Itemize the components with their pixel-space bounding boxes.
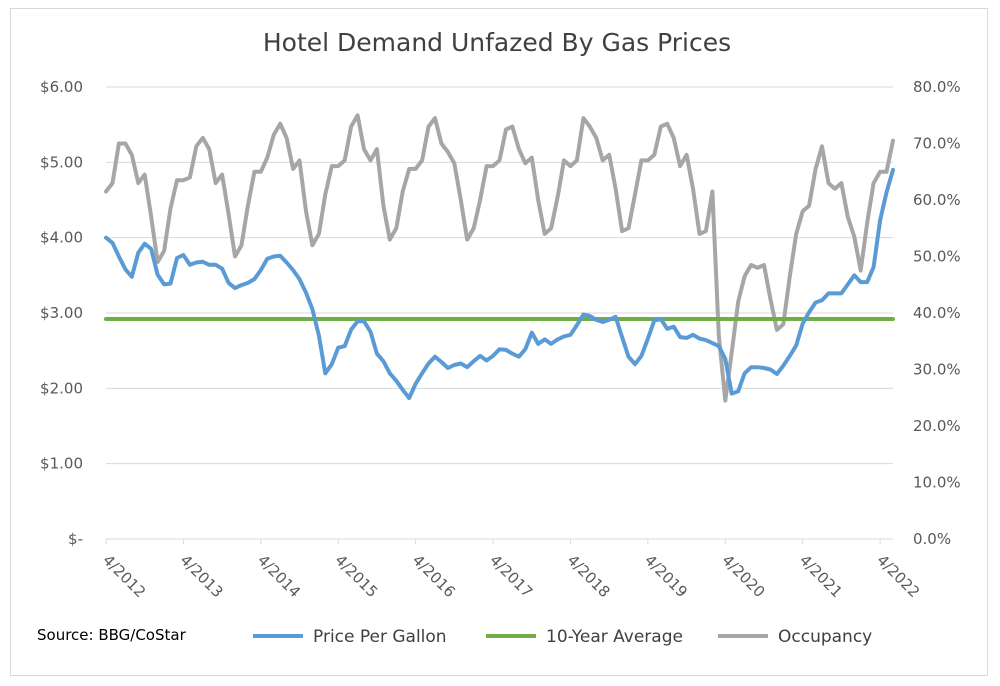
- x-tick-label: 4/2017: [486, 551, 536, 601]
- y-right-tick-label: 30.0%: [913, 361, 961, 379]
- y-right-tick-label: 0.0%: [913, 530, 951, 548]
- y-right-tick-label: 20.0%: [913, 417, 961, 435]
- x-tick-label: 4/2022: [873, 551, 923, 601]
- x-tick-label: 4/2015: [331, 551, 381, 601]
- y-right-tick-label: 60.0%: [913, 191, 961, 209]
- y-right-tick-label: 80.0%: [913, 78, 961, 96]
- y-left-tick-label: $2.00: [40, 379, 83, 397]
- y-left-tick-label: $-: [68, 530, 83, 548]
- x-axis: 4/2012 4/2013 4/2014 4/2015 4/2016 4/2017 4/20…: [99, 538, 923, 601]
- series-line-price-per-gallon: [104, 167, 895, 401]
- series-lines: [104, 113, 895, 403]
- y-right-tick-label: 70.0%: [913, 135, 961, 153]
- x-tick-label: 4/2020: [718, 551, 768, 601]
- y-left-tick-label: $3.00: [40, 304, 83, 322]
- y-left-tick-label: $6.00: [40, 78, 83, 96]
- left-axis-ticks: $- $1.00 $2.00 $3.00 $4.00 $5.00 $6.00: [40, 78, 83, 548]
- x-tick-label: 4/2021: [796, 551, 846, 601]
- chart-frame: [10, 8, 988, 676]
- y-left-tick-label: $4.00: [40, 229, 83, 247]
- legend-label: Price Per Gallon: [313, 627, 447, 647]
- x-tick-label: 4/2013: [177, 551, 227, 601]
- x-tick-label: 4/2012: [99, 551, 149, 601]
- right-axis-ticks: 0.0% 10.0% 20.0% 30.0% 40.0% 50.0% 60.0% 70.0% 8…: [913, 78, 961, 548]
- y-left-tick-label: $1.00: [40, 455, 83, 473]
- x-tick-label: 4/2014: [254, 551, 304, 601]
- y-right-tick-label: 40.0%: [913, 304, 961, 322]
- legend-label: Occupancy: [778, 627, 872, 647]
- chart-title: Hotel Demand Unfazed By Gas Prices: [263, 28, 731, 57]
- series-line-occupancy: [104, 113, 895, 403]
- x-tick-label: 4/2016: [409, 551, 459, 601]
- y-right-tick-label: 10.0%: [913, 474, 961, 492]
- x-tick-label: 4/2018: [564, 551, 614, 601]
- y-left-tick-label: $5.00: [40, 153, 83, 171]
- y-right-tick-label: 50.0%: [913, 248, 961, 266]
- x-tick-label: 4/2019: [641, 551, 691, 601]
- source-note: Source: BBG/CoStar: [37, 626, 187, 644]
- legend-label: 10-Year Average: [546, 627, 683, 647]
- legend: Price Per Gallon 10-Year Average Occupancy: [253, 627, 872, 647]
